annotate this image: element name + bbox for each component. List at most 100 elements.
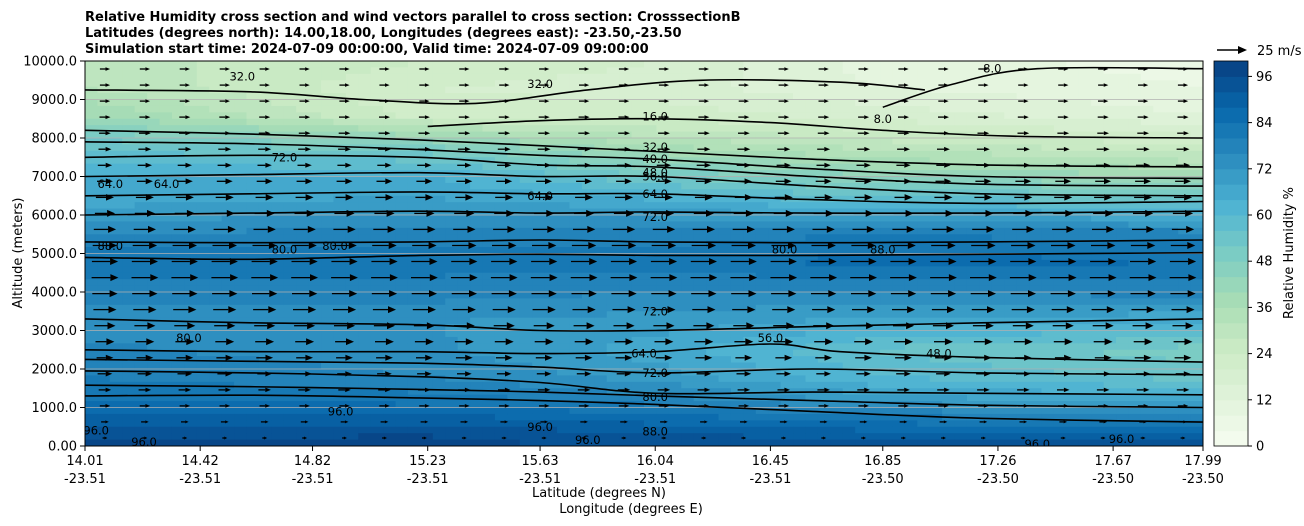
rh-cell [109,426,123,434]
rh-cell [333,292,347,300]
rh-cell [1041,420,1055,428]
rh-cell [457,362,471,370]
rh-cell [171,227,185,235]
rh-cell [631,439,645,446]
rh-cell [954,157,968,165]
rh-cell [333,349,347,357]
rh-cell [147,285,161,293]
rh-cell [407,157,421,165]
rh-cell [333,317,347,325]
rh-cell [122,266,136,274]
rh-cell [494,125,508,133]
rh-cell [370,176,384,184]
rh-cell [842,324,856,332]
rh-cell [519,99,533,107]
rh-cell [917,99,931,107]
rh-cell [283,343,297,351]
rh-cell [1016,413,1030,421]
rh-cell [880,221,894,229]
rh-cell [656,247,670,255]
rh-cell [345,61,359,69]
rh-cell [557,227,571,235]
rh-cell [1053,170,1067,178]
rh-cell [966,208,980,216]
rh-cell [942,433,956,441]
rh-cell [606,259,620,267]
rh-cell [470,163,484,171]
rh-cell [1053,439,1067,446]
rh-cell [85,311,99,319]
rh-cell [929,202,943,210]
rh-cell [793,227,807,235]
rh-cell [395,189,409,197]
rh-cell [109,285,123,293]
rh-cell [619,375,633,383]
rh-cell [855,150,869,158]
rh-cell [569,195,583,203]
rh-cell [333,227,347,235]
rh-cell [432,93,446,101]
rh-cell [569,311,583,319]
rh-cell [395,426,409,434]
rh-cell [407,182,421,190]
rh-cell [209,362,223,370]
rh-cell [234,61,248,69]
rh-cell [109,227,123,235]
rh-cell [209,439,223,446]
rh-cell [383,413,397,421]
rh-cell [606,369,620,377]
rh-cell [345,426,359,434]
rh-cell [494,433,508,441]
rh-cell [706,157,720,165]
rh-cell [606,330,620,338]
rh-cell [544,61,558,69]
rh-cell [966,356,980,364]
rh-cell [134,324,148,332]
rh-cell [134,125,148,133]
rh-cell [718,144,732,152]
rh-cell [718,118,732,126]
rh-cell [768,336,782,344]
rh-cell [147,304,161,312]
rh-cell [793,279,807,287]
rh-cell [793,170,807,178]
rh-cell [370,266,384,274]
rh-cell [619,131,633,139]
rh-cell [991,439,1005,446]
rh-cell [917,215,931,223]
rh-cell [1004,253,1018,261]
rh-cell [457,67,471,75]
rh-cell [805,163,819,171]
rh-cell [991,182,1005,190]
rh-cell [1053,253,1067,261]
rh-cell [221,80,235,88]
rh-cell [134,163,148,171]
rh-cell [470,317,484,325]
rh-cell [1078,240,1092,248]
rh-cell [85,176,99,184]
rh-cell [805,125,819,133]
rh-cell [333,426,347,434]
rh-cell [706,195,720,203]
rh-cell [209,189,223,197]
rh-cell [333,157,347,165]
rh-cell [109,93,123,101]
rh-cell [644,125,658,133]
rh-cell [1091,343,1105,351]
rh-cell [569,176,583,184]
rh-cell [991,279,1005,287]
rh-cell [830,407,844,415]
rh-cell [979,343,993,351]
rh-cell [184,253,198,261]
rh-cell [1029,182,1043,190]
rh-cell [494,394,508,402]
rh-cell [494,73,508,81]
rh-cell [991,80,1005,88]
rh-cell [954,336,968,344]
rh-cell [1041,304,1055,312]
rh-cell [147,292,161,300]
rh-cell [321,279,335,287]
rh-cell [283,61,297,69]
rh-cell [904,349,918,357]
rh-cell [1041,163,1055,171]
